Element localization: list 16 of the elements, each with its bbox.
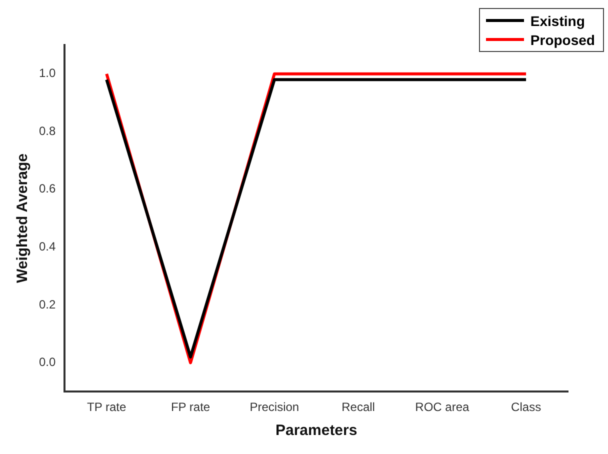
y-tick-label: 0.2 [38,297,56,312]
y-tick-label: 0.4 [38,239,56,254]
y-tick-label: 1.0 [38,66,56,80]
x-tick-label: Precision [250,400,300,414]
x-axis-title: Parameters [275,422,358,440]
legend-label: Existing [530,12,585,28]
x-tick-label: ROC area [415,400,470,414]
legend-label: Proposed [530,32,595,48]
y-tick-label: 0.8 [38,124,56,138]
y-tick-label: 0.0 [38,355,56,370]
x-tick-label: Recall [342,400,375,414]
x-tick-label: TP rate [87,400,127,414]
y-tick-label: 0.6 [38,182,56,196]
x-tick-label: FP rate [170,400,210,414]
x-tick-label: Class [511,400,542,414]
y-axis-title: Weighted Average [14,154,32,284]
